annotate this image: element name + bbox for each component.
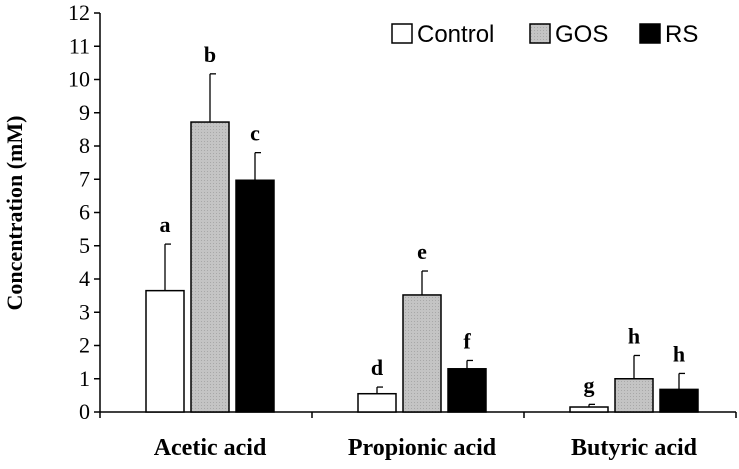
y-tick-label: 7 [79, 166, 90, 191]
y-tick-label: 4 [79, 266, 90, 291]
significance-letter: f [463, 328, 471, 353]
significance-letter: c [250, 121, 260, 146]
legend-label: RS [665, 21, 698, 48]
y-axis-label: Concentration (mM) [2, 116, 27, 311]
bar-gos-1 [190, 121, 230, 413]
legend-swatch-gos [529, 23, 551, 44]
legend-swatch-rs [639, 23, 661, 44]
significance-letter: a [160, 212, 171, 237]
y-tick-label: 6 [79, 200, 90, 225]
bar-control-3 [569, 406, 609, 413]
y-tick-label: 3 [79, 299, 90, 324]
y-tick-label: 8 [79, 133, 90, 158]
category-label: Propionic acid [348, 435, 497, 461]
category-label: Acetic acid [154, 435, 267, 461]
y-tick-label: 10 [68, 67, 90, 92]
significance-letter: h [628, 323, 640, 348]
bars [145, 121, 699, 413]
legend-label: Control [417, 21, 494, 48]
bar-rs-2 [447, 368, 487, 413]
bar-gos-3 [614, 378, 654, 413]
significance-letter: h [673, 341, 685, 366]
y-tick-label: 9 [79, 100, 90, 125]
y-tick-label: 5 [79, 233, 90, 258]
bar-gos-2 [402, 294, 442, 413]
legend-label: GOS [555, 21, 608, 48]
bar-rs-1 [235, 179, 275, 413]
category-label: Butyric acid [571, 435, 698, 461]
y-tick-label: 12 [68, 0, 90, 25]
y-tick-label: 2 [79, 333, 90, 358]
bar-rs-3 [659, 388, 699, 413]
significance-letter: g [584, 372, 595, 397]
significance-letter: d [371, 355, 383, 380]
significance-letter: e [417, 239, 427, 264]
y-tick-label: 1 [79, 366, 90, 391]
y-tick-label: 11 [69, 33, 90, 58]
bar-control-2 [357, 392, 397, 413]
y-tick-label: 0 [79, 399, 90, 424]
bar-control-1 [145, 289, 185, 413]
legend-swatch-control [391, 23, 413, 44]
legend: Control GOS RS [391, 21, 698, 48]
significance-letters: a b c d e f g h h [160, 42, 686, 398]
category-labels: Acetic acid Propionic acid Butyric acid [154, 435, 698, 461]
error-bars [164, 73, 685, 408]
significance-letter: b [204, 42, 216, 67]
